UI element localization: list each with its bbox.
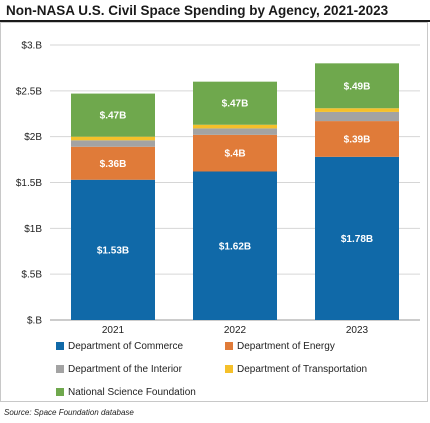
legend-label: Department of the Interior: [68, 364, 183, 375]
legend-swatch: [56, 388, 64, 396]
chart-title: Non-NASA U.S. Civil Space Spending by Ag…: [6, 3, 389, 18]
data-label: $.47B: [100, 111, 127, 122]
x-tick-label: 2023: [346, 325, 369, 336]
bar-segment: [71, 136, 155, 141]
legend-swatch: [56, 365, 64, 373]
y-tick-label: $3.B: [21, 41, 42, 52]
source-note: Source: Space Foundation database: [4, 408, 134, 417]
data-label: $1.78B: [341, 234, 373, 245]
bar-segment: [315, 156, 399, 320]
bar-segment: [71, 93, 155, 137]
chart-frame: [0, 22, 428, 402]
y-tick-label: $2.5B: [16, 86, 42, 97]
x-tick-label: 2021: [102, 325, 125, 336]
bar-segment: [193, 81, 277, 125]
y-tick-label: $1B: [24, 224, 42, 235]
bar-segment: [193, 124, 277, 129]
bar-segment: [315, 121, 399, 157]
bar-segment: [71, 140, 155, 147]
legend-label: Department of Energy: [237, 341, 335, 352]
bar-segment: [193, 128, 277, 135]
x-tick-label: 2022: [224, 325, 247, 336]
bar-segment: [71, 179, 155, 320]
bar-chart: $.B $.5B $1B $1.5B $2B $2.5B $3.B $1.53B $.36B $.…: [16, 41, 420, 398]
data-label: $.39B: [344, 134, 371, 145]
data-label: $1.53B: [97, 245, 129, 256]
title-rule: [0, 20, 430, 22]
data-label: $1.62B: [219, 241, 251, 252]
legend-swatch: [56, 342, 64, 350]
bar-segment: [315, 108, 399, 112]
bar-segment: [71, 146, 155, 180]
bar-segment: [193, 134, 277, 172]
legend-label: Department of Commerce: [68, 341, 183, 352]
y-tick-label: $2B: [24, 132, 42, 143]
data-label: $.4B: [224, 149, 245, 160]
data-label: $.47B: [222, 99, 249, 110]
data-label: $.36B: [100, 159, 127, 170]
bar-segment: [193, 171, 277, 320]
y-tick-label: $1.5B: [16, 178, 42, 189]
bar-segment: [315, 111, 399, 122]
bar-segment: [315, 63, 399, 109]
y-tick-label: $.B: [27, 316, 42, 327]
y-tick-label: $.5B: [21, 270, 42, 281]
legend-label: National Science Foundation: [68, 387, 196, 398]
legend-swatch: [225, 365, 233, 373]
data-label: $.49B: [344, 81, 371, 92]
legend-swatch: [225, 342, 233, 350]
legend-label: Department of Transportation: [237, 364, 367, 375]
